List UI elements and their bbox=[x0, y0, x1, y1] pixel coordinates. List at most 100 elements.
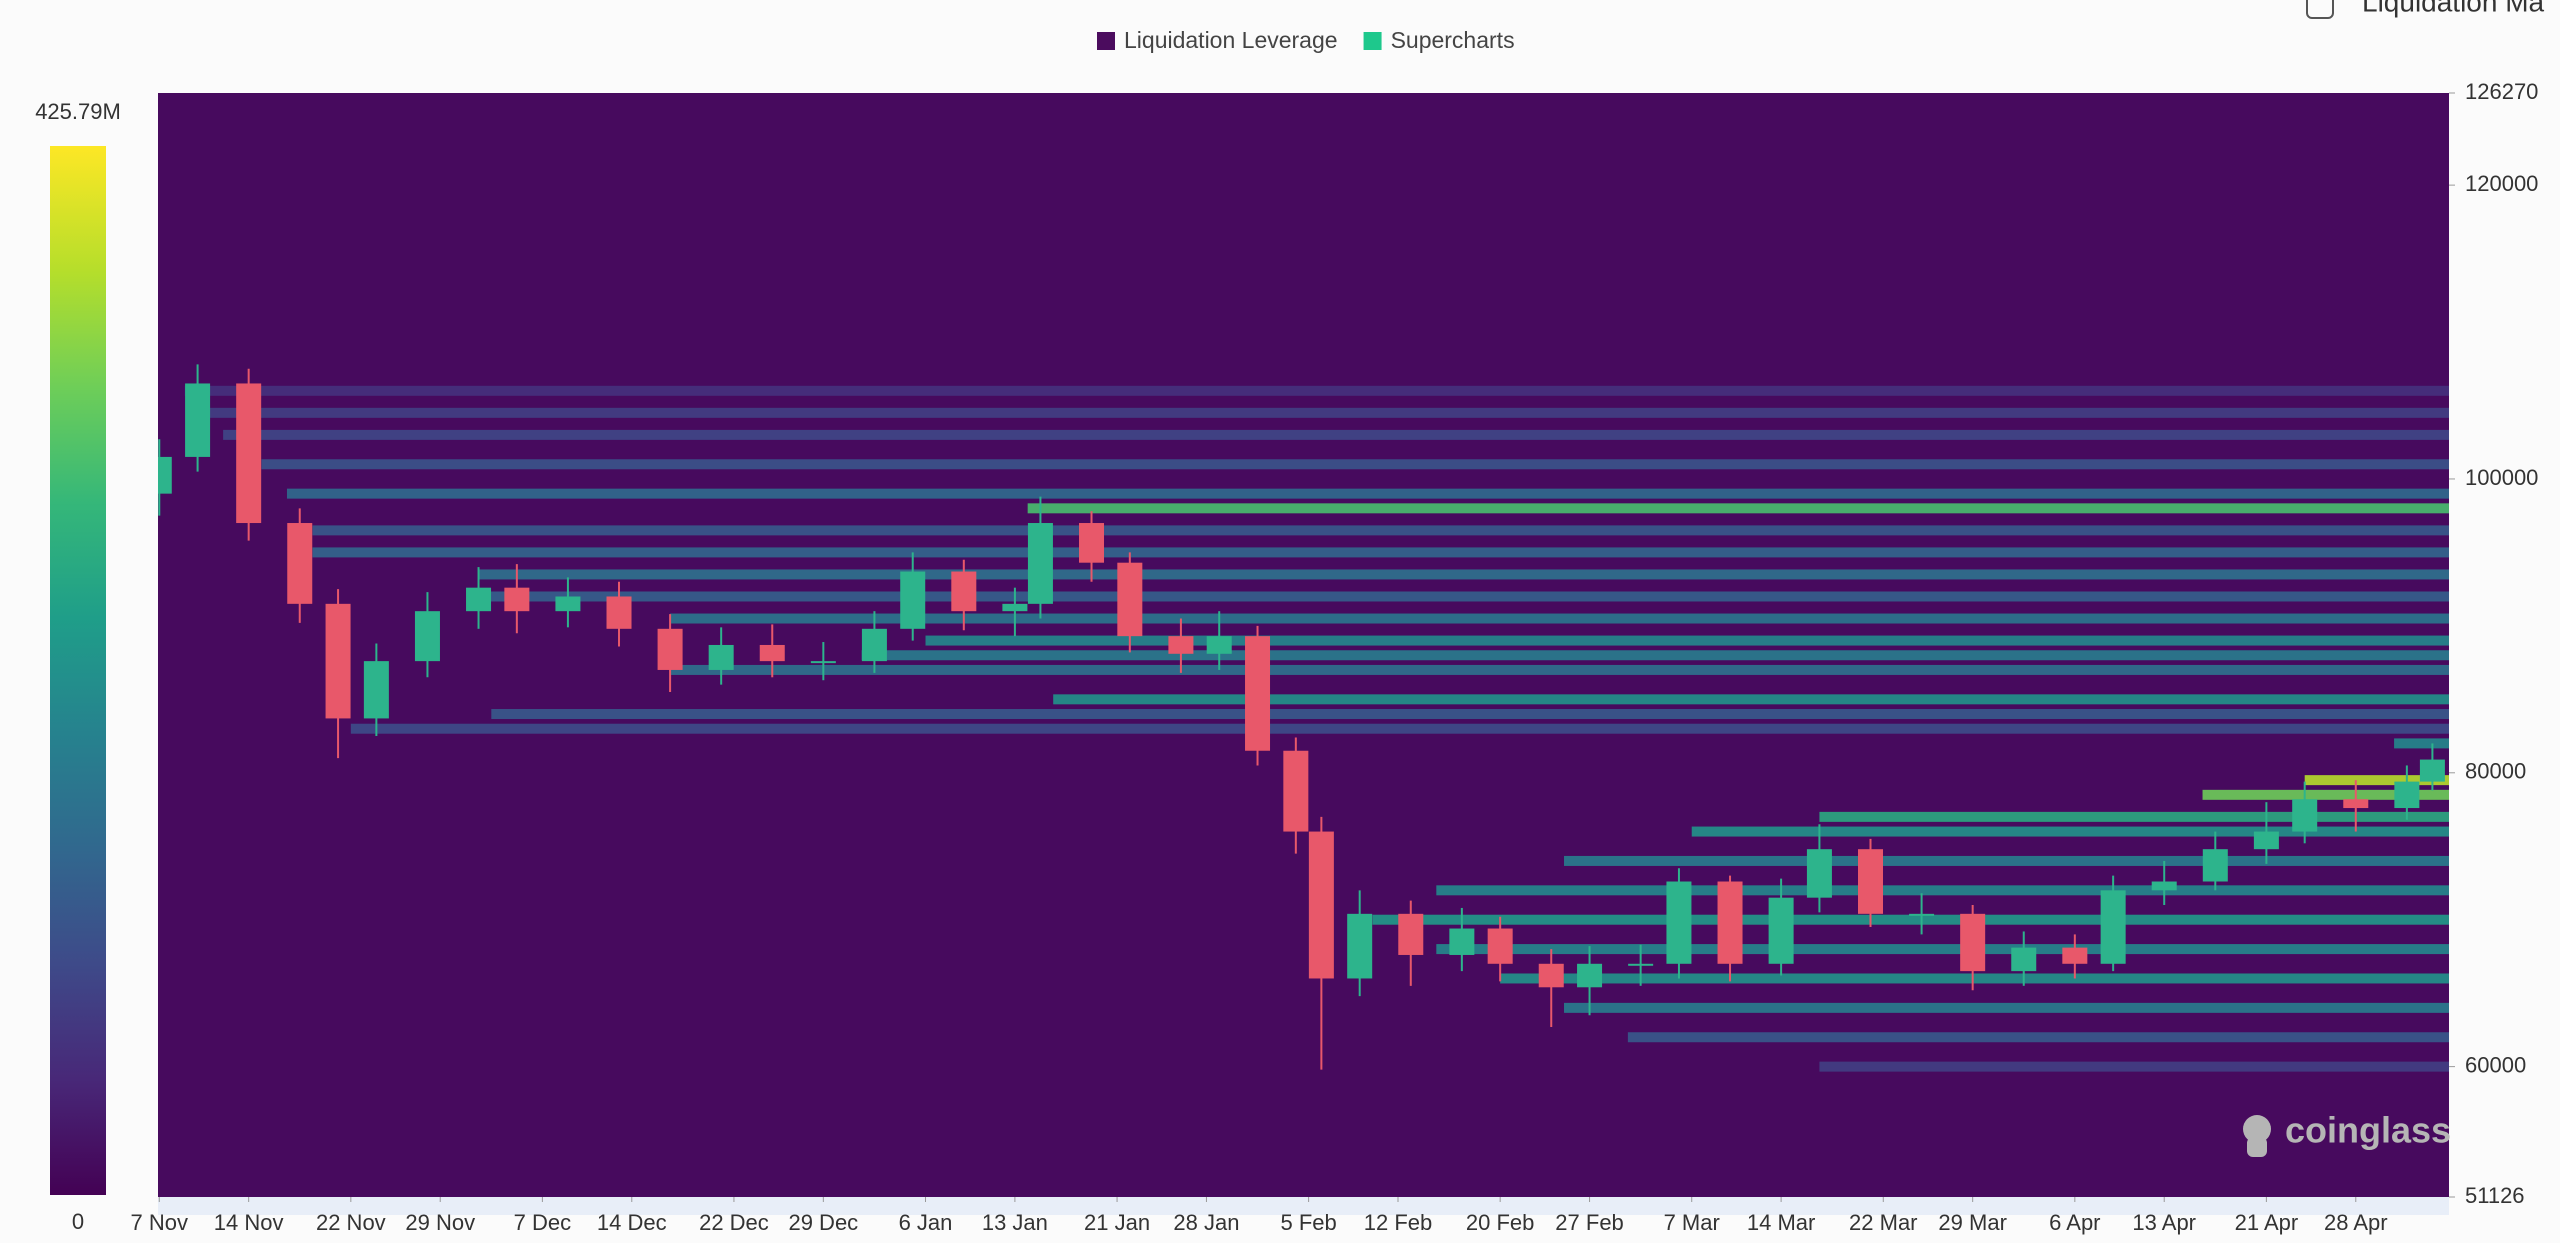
candle-body bbox=[2151, 881, 2177, 891]
heat-band bbox=[1027, 503, 2449, 514]
candle-body bbox=[1283, 750, 1309, 832]
heat-band bbox=[1691, 826, 2449, 837]
heat-band bbox=[2394, 738, 2449, 749]
candle-body bbox=[861, 628, 887, 662]
candle-body bbox=[185, 383, 211, 457]
candle-body bbox=[900, 571, 926, 629]
x-tick-label: 13 Jan bbox=[982, 1210, 1048, 1235]
x-tick-label: 14 Mar bbox=[1747, 1210, 1815, 1235]
legend-label: Liquidation Leverage bbox=[1124, 27, 1338, 53]
candle-body bbox=[951, 571, 977, 612]
x-tick-label: 29 Dec bbox=[788, 1210, 858, 1235]
candle-body bbox=[1347, 913, 1373, 979]
heat-band bbox=[184, 385, 2449, 396]
candle-body bbox=[325, 603, 351, 719]
candle-body bbox=[363, 661, 389, 719]
candle-body bbox=[606, 596, 632, 629]
candle-body bbox=[1117, 562, 1143, 637]
x-tick-label: 7 Dec bbox=[514, 1210, 571, 1235]
candles bbox=[158, 364, 2445, 1070]
candle-body bbox=[1666, 881, 1692, 964]
y-tick-label: 126270 bbox=[2465, 79, 2538, 104]
toggle-label[interactable]: Liquidation Ma bbox=[2362, 0, 2545, 17]
x-tick-label: 22 Mar bbox=[1849, 1210, 1917, 1235]
candle-body bbox=[1960, 913, 1986, 972]
x-tick-label: 28 Apr bbox=[2324, 1210, 2388, 1235]
heat-band bbox=[261, 459, 2449, 470]
heat-band bbox=[1500, 973, 2449, 984]
candle-body bbox=[2202, 849, 2228, 882]
candle-body bbox=[2011, 947, 2037, 972]
candle-body bbox=[759, 644, 785, 662]
y-tick-label: 80000 bbox=[2465, 759, 2526, 784]
candle-body bbox=[657, 628, 683, 670]
heat-band bbox=[223, 429, 2449, 440]
candle-body bbox=[1002, 603, 1028, 612]
candle-body bbox=[2419, 759, 2445, 782]
x-tick-label: 29 Nov bbox=[405, 1210, 475, 1235]
heat-band bbox=[491, 709, 2449, 720]
candle-body bbox=[2253, 831, 2279, 850]
candle-body bbox=[1909, 913, 1935, 916]
heat-band bbox=[1436, 885, 2449, 896]
x-tick-label: 14 Nov bbox=[214, 1210, 284, 1235]
heat-band bbox=[1819, 811, 2449, 822]
y-tick-label: 120000 bbox=[2465, 171, 2538, 196]
candle-body bbox=[1628, 963, 1654, 966]
candle-body bbox=[2100, 890, 2126, 964]
x-tick-label: 22 Nov bbox=[316, 1210, 386, 1235]
candle-body bbox=[708, 644, 734, 670]
x-tick-label: 12 Feb bbox=[1364, 1210, 1433, 1235]
heat-band bbox=[2304, 775, 2449, 786]
y-tick-label: 100000 bbox=[2465, 465, 2538, 490]
heat-band bbox=[1436, 944, 2449, 955]
candle-body bbox=[2394, 781, 2420, 809]
x-tick-label: 7 Nov bbox=[131, 1210, 188, 1235]
heat-band bbox=[1627, 1032, 2449, 1043]
heat-band bbox=[861, 650, 2449, 661]
heat-band bbox=[1564, 1002, 2449, 1013]
candle-body bbox=[1206, 636, 1232, 654]
x-tick-label: 27 Feb bbox=[1555, 1210, 1624, 1235]
heat-band bbox=[1053, 694, 2449, 705]
candle-body bbox=[555, 596, 581, 612]
legend-swatch bbox=[1363, 32, 1382, 50]
candle-body bbox=[414, 611, 440, 662]
toggle-checkbox[interactable] bbox=[2306, 0, 2334, 19]
candle-body bbox=[810, 661, 836, 664]
heat-band bbox=[286, 488, 2449, 499]
candle-body bbox=[1398, 913, 1424, 955]
x-tick-label: 14 Dec bbox=[597, 1210, 667, 1235]
y-tick-label: 51126 bbox=[2465, 1183, 2525, 1208]
legend: Liquidation Leverage Supercharts bbox=[1097, 27, 1515, 53]
colorbar-label: 0 bbox=[72, 1209, 84, 1234]
candle-body bbox=[504, 587, 530, 612]
axes: 0 425.79M 126270 120000 100000 80000 60000 5112… bbox=[35, 79, 2538, 1235]
candle-body bbox=[158, 456, 172, 494]
heat-band bbox=[197, 407, 2449, 418]
watermark: coinglass bbox=[2285, 1110, 2451, 1151]
heat-band bbox=[312, 525, 2449, 536]
candle-body bbox=[1487, 928, 1513, 964]
legend-swatch bbox=[1097, 32, 1115, 50]
y-tick-label: 60000 bbox=[2465, 1052, 2526, 1077]
heat-band bbox=[478, 569, 2449, 580]
candle-body bbox=[1806, 849, 1832, 898]
candle-body bbox=[466, 587, 492, 612]
heat-band bbox=[2202, 789, 2449, 800]
heat-band bbox=[312, 547, 2449, 558]
heat-band bbox=[1564, 855, 2449, 866]
x-tick-label: 6 Jan bbox=[899, 1210, 953, 1235]
heat-band bbox=[478, 591, 2449, 602]
candle-body bbox=[1245, 636, 1271, 751]
x-tick-label: 20 Feb bbox=[1466, 1210, 1535, 1235]
candle-body bbox=[1538, 963, 1564, 988]
x-tick-label: 22 Dec bbox=[699, 1210, 769, 1235]
candle-body bbox=[1858, 849, 1884, 914]
x-axis-strip bbox=[158, 1197, 2449, 1215]
candle-body bbox=[2343, 799, 2369, 809]
heat-band bbox=[925, 635, 2449, 646]
colorbar-label: 425.79M bbox=[35, 99, 121, 124]
